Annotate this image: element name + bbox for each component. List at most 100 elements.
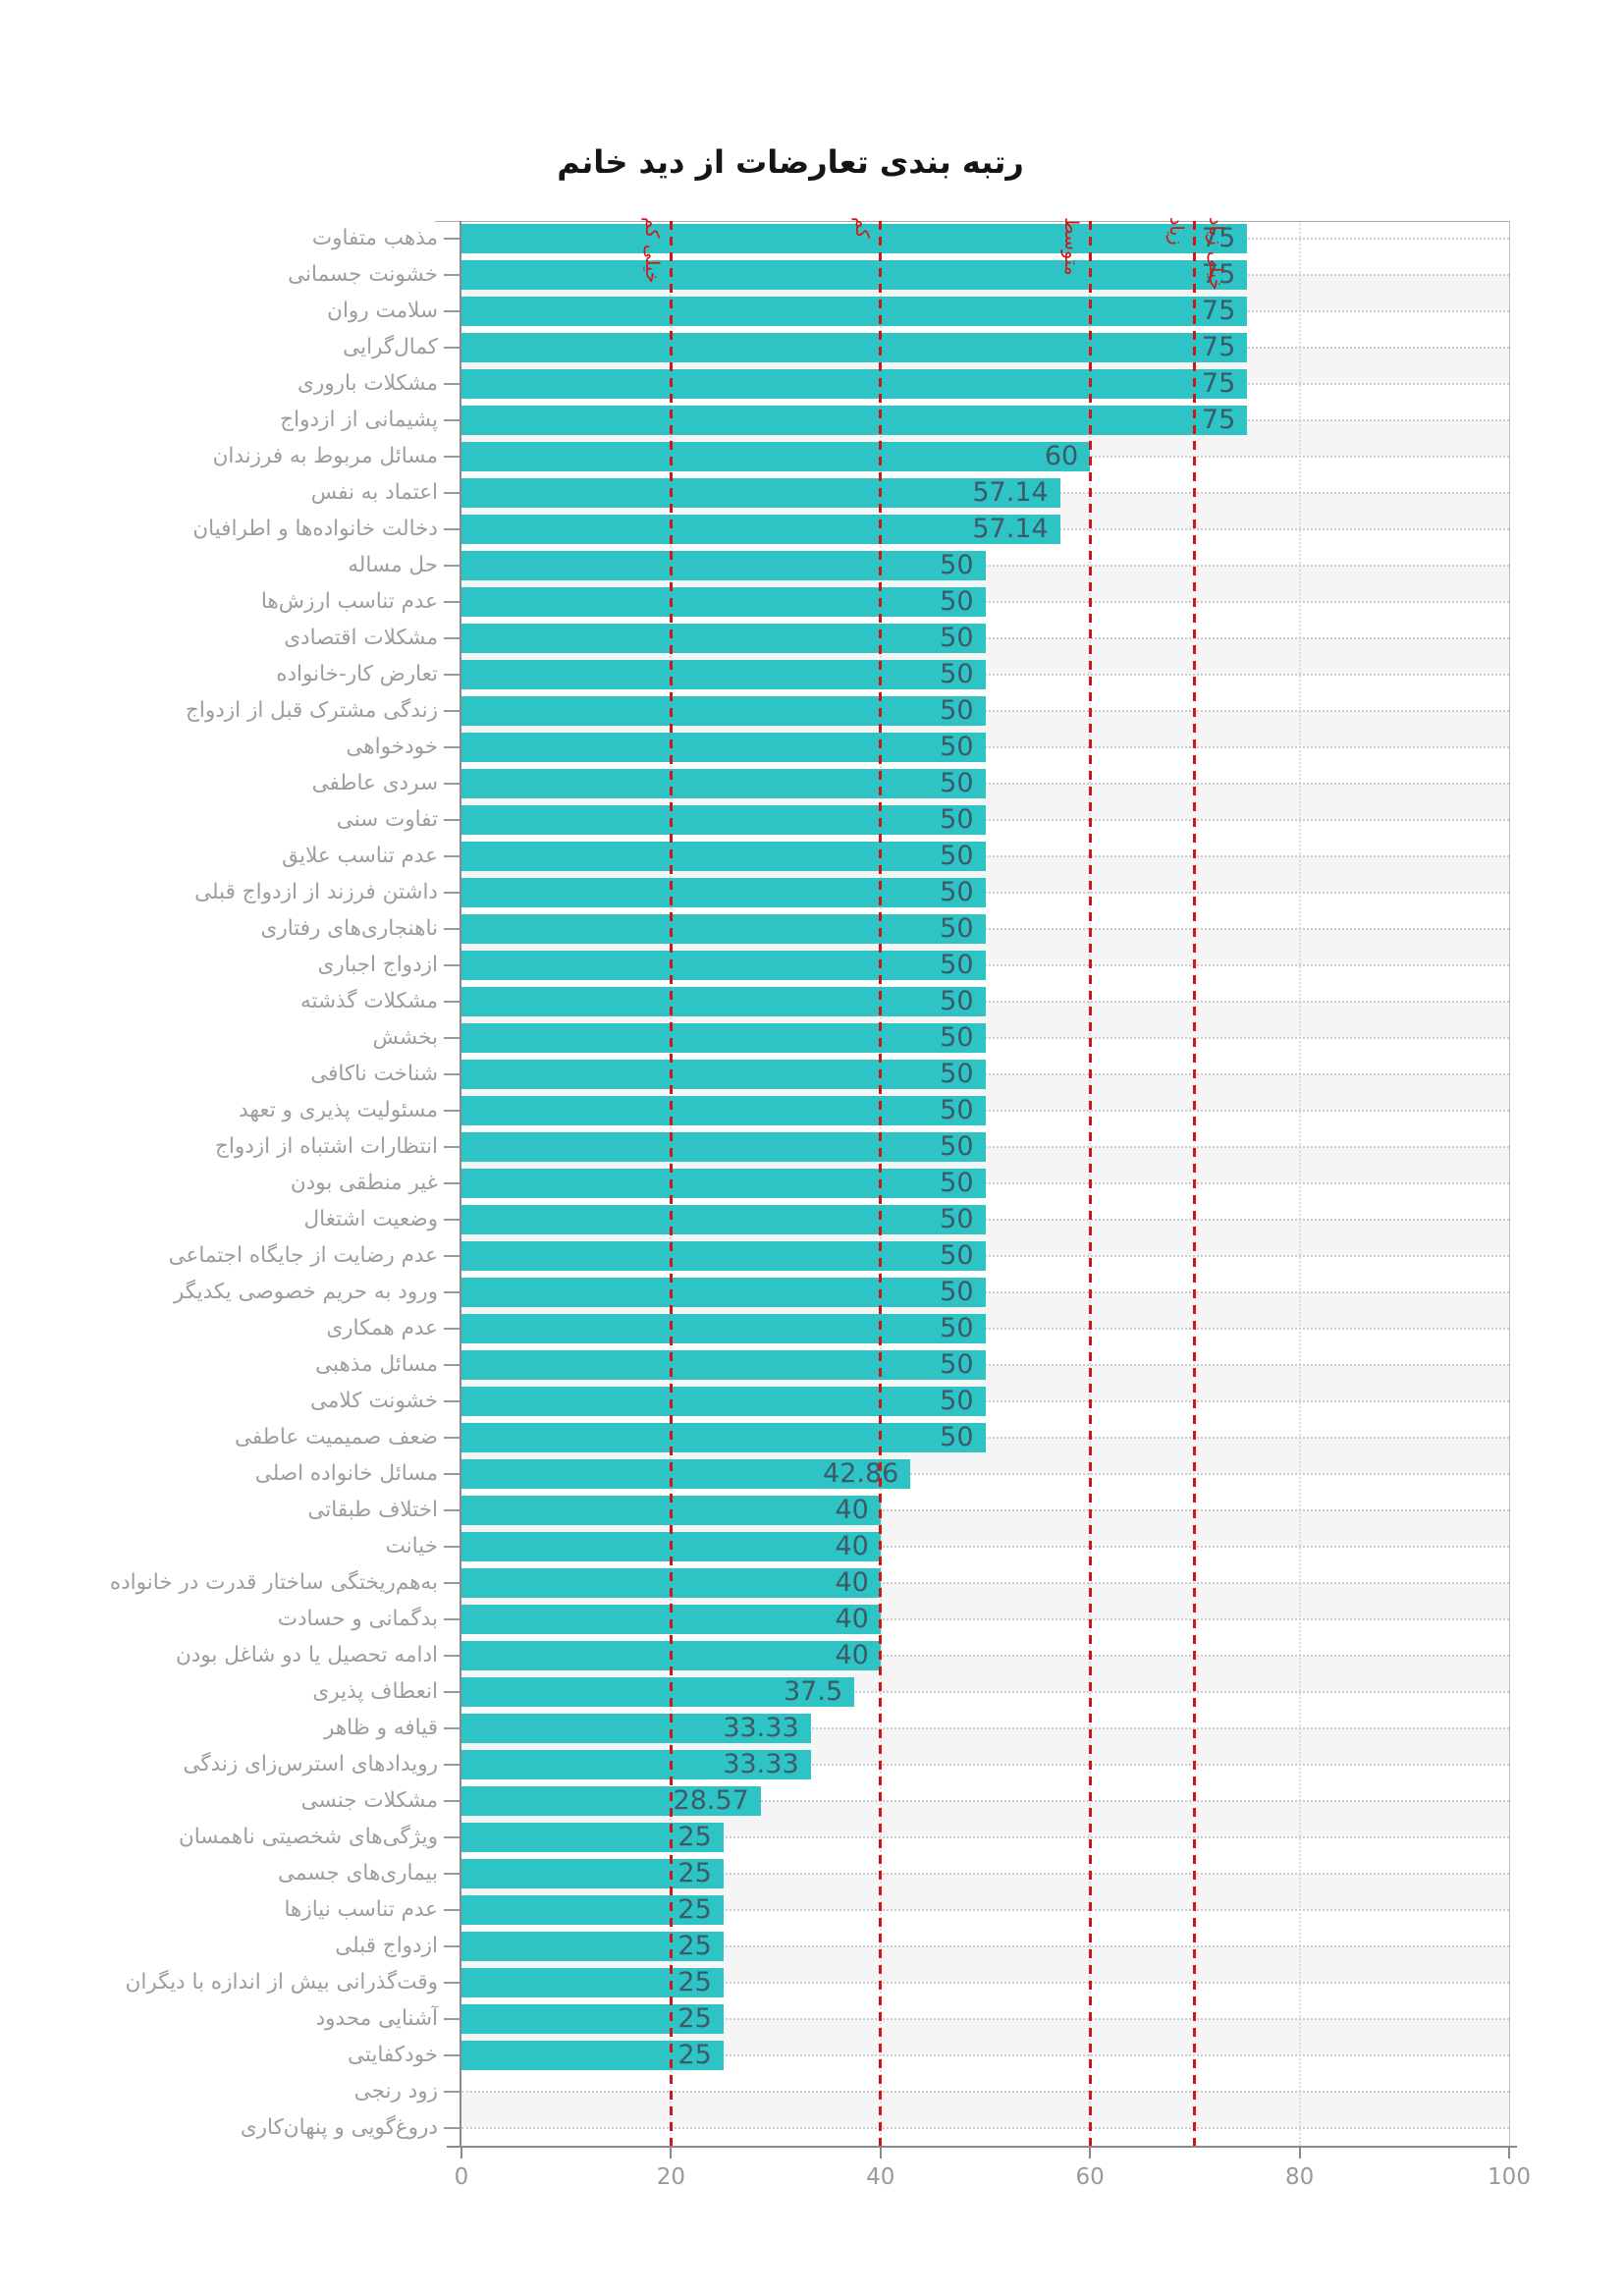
y-tick <box>444 347 460 350</box>
y-tick <box>444 855 460 858</box>
y-tick <box>444 710 460 713</box>
bar-value-label: 37.5 <box>784 1675 843 1707</box>
bar <box>461 733 986 763</box>
bar <box>461 1785 761 1816</box>
bar-value-label: 50 <box>940 550 974 581</box>
category-label: انتظارات اشتباه از ازدواج <box>214 1134 438 1160</box>
bar <box>461 1858 724 1888</box>
bar <box>461 551 986 581</box>
y-tick <box>444 892 460 895</box>
category-label: ویژگی‌های شخصیتی ناهمسان <box>178 1824 438 1849</box>
bar-value-label: 50 <box>940 1059 974 1090</box>
bar-value-label: 50 <box>940 1203 974 1234</box>
bar-value-label: 75 <box>1201 405 1236 436</box>
y-tick <box>444 528 460 531</box>
row-grid-line <box>461 1436 1509 1439</box>
row-grid-line <box>461 892 1509 895</box>
threshold-line <box>879 221 883 2146</box>
bar-value-label: 40 <box>835 1566 869 1598</box>
category-label: تعارض کار-خانواده <box>276 662 438 687</box>
y-tick <box>444 1037 460 1040</box>
plot-right-border <box>1509 221 1510 2146</box>
row-grid-line <box>461 1908 1509 1911</box>
bar <box>461 260 1248 291</box>
row-grid-line <box>461 1617 1509 1620</box>
y-tick <box>444 565 460 568</box>
bar <box>461 442 1091 472</box>
y-tick <box>444 601 460 604</box>
row-grid-line <box>461 565 1509 568</box>
bar <box>461 1096 986 1126</box>
bar-value-label: 50 <box>940 732 974 763</box>
bar-value-label: 50 <box>940 913 974 945</box>
bar-value-label: 50 <box>940 1131 974 1163</box>
category-label: خشونت جسمانی <box>288 262 438 288</box>
bar <box>461 914 986 945</box>
y-tick <box>444 2017 460 2020</box>
y-tick <box>444 492 460 495</box>
category-label: آشنایی محدود <box>315 2005 438 2031</box>
bar-value-label: 50 <box>940 1385 974 1416</box>
y-tick <box>444 1981 460 1984</box>
x-tick-label: 60 <box>1075 2164 1105 2190</box>
threshold-label: متوسط <box>1060 217 1083 276</box>
y-tick <box>444 1872 460 1875</box>
row-grid-line <box>461 710 1509 713</box>
category-label: حل مساله <box>348 553 438 578</box>
category-label: زندگی مشترک قبل از ازدواج <box>185 698 438 724</box>
row-grid-line <box>461 1654 1509 1657</box>
row-grid-line <box>461 2126 1509 2129</box>
bar <box>461 987 986 1017</box>
category-label: عدم رضایت از جایگاه اجتماعی <box>168 1242 438 1268</box>
category-label: خودکفایتی <box>347 2042 438 2067</box>
category-label: پشیمانی از ازدواج <box>280 408 438 433</box>
bar-value-label: 25 <box>677 1966 712 1997</box>
x-tick <box>1089 2146 1092 2159</box>
chart-title: رتبه بندی تعارضات از دید خانم <box>557 143 1024 181</box>
threshold-label: خیلی زیاد <box>1204 217 1226 291</box>
y-tick <box>444 964 460 967</box>
bar-value-label: 50 <box>940 659 974 690</box>
bar-value-label: 60 <box>1044 441 1079 472</box>
bar-value-label: 50 <box>940 804 974 836</box>
y-tick <box>444 2090 460 2093</box>
bar-value-label: 57.14 <box>972 514 1049 545</box>
bar <box>461 696 986 727</box>
row-grid-line <box>461 2053 1509 2056</box>
category-label: سردی عاطفی <box>311 771 438 796</box>
bar-value-label: 75 <box>1201 259 1236 291</box>
category-label: اختلاف طبقاتی <box>307 1497 438 1522</box>
bar <box>461 297 1248 327</box>
row-grid-line <box>461 1001 1509 1004</box>
y-tick <box>444 1073 460 1076</box>
category-label: عدم تناسب ارزش‌ها <box>260 589 438 615</box>
bar <box>461 1132 986 1163</box>
bar <box>461 842 986 872</box>
category-label: ناهنجاری‌های رفتاری <box>260 916 438 942</box>
bar <box>461 1749 811 1779</box>
bar-value-label: 40 <box>835 1639 869 1670</box>
bar-value-label: 33.33 <box>723 1748 799 1779</box>
row-grid-line <box>461 1545 1509 1548</box>
category-label: عدم همکاری <box>326 1315 438 1340</box>
y-tick <box>444 783 460 786</box>
y-tick <box>444 238 460 241</box>
bar-value-label: 40 <box>835 1530 869 1561</box>
row-grid-line <box>461 1073 1509 1076</box>
row-grid-line <box>461 1763 1509 1766</box>
y-tick <box>444 2053 460 2056</box>
bar-value-label: 50 <box>940 1168 974 1198</box>
category-label: داشتن فرزند از ازدواج قبلی <box>194 880 438 905</box>
bar-value-label: 50 <box>940 1276 974 1307</box>
category-label: ادامه تحصیل یا دو شاغل بودن <box>175 1642 438 1667</box>
threshold-label: کم <box>850 217 873 239</box>
y-tick <box>444 1110 460 1113</box>
row-grid-line <box>461 1037 1509 1040</box>
bar-value-label: 75 <box>1201 223 1236 254</box>
threshold-label: زیاد <box>1164 217 1187 246</box>
bar-value-label: 40 <box>835 1603 869 1634</box>
bar-value-label: 50 <box>940 1421 974 1452</box>
y-tick <box>444 419 460 422</box>
y-tick <box>444 674 460 677</box>
